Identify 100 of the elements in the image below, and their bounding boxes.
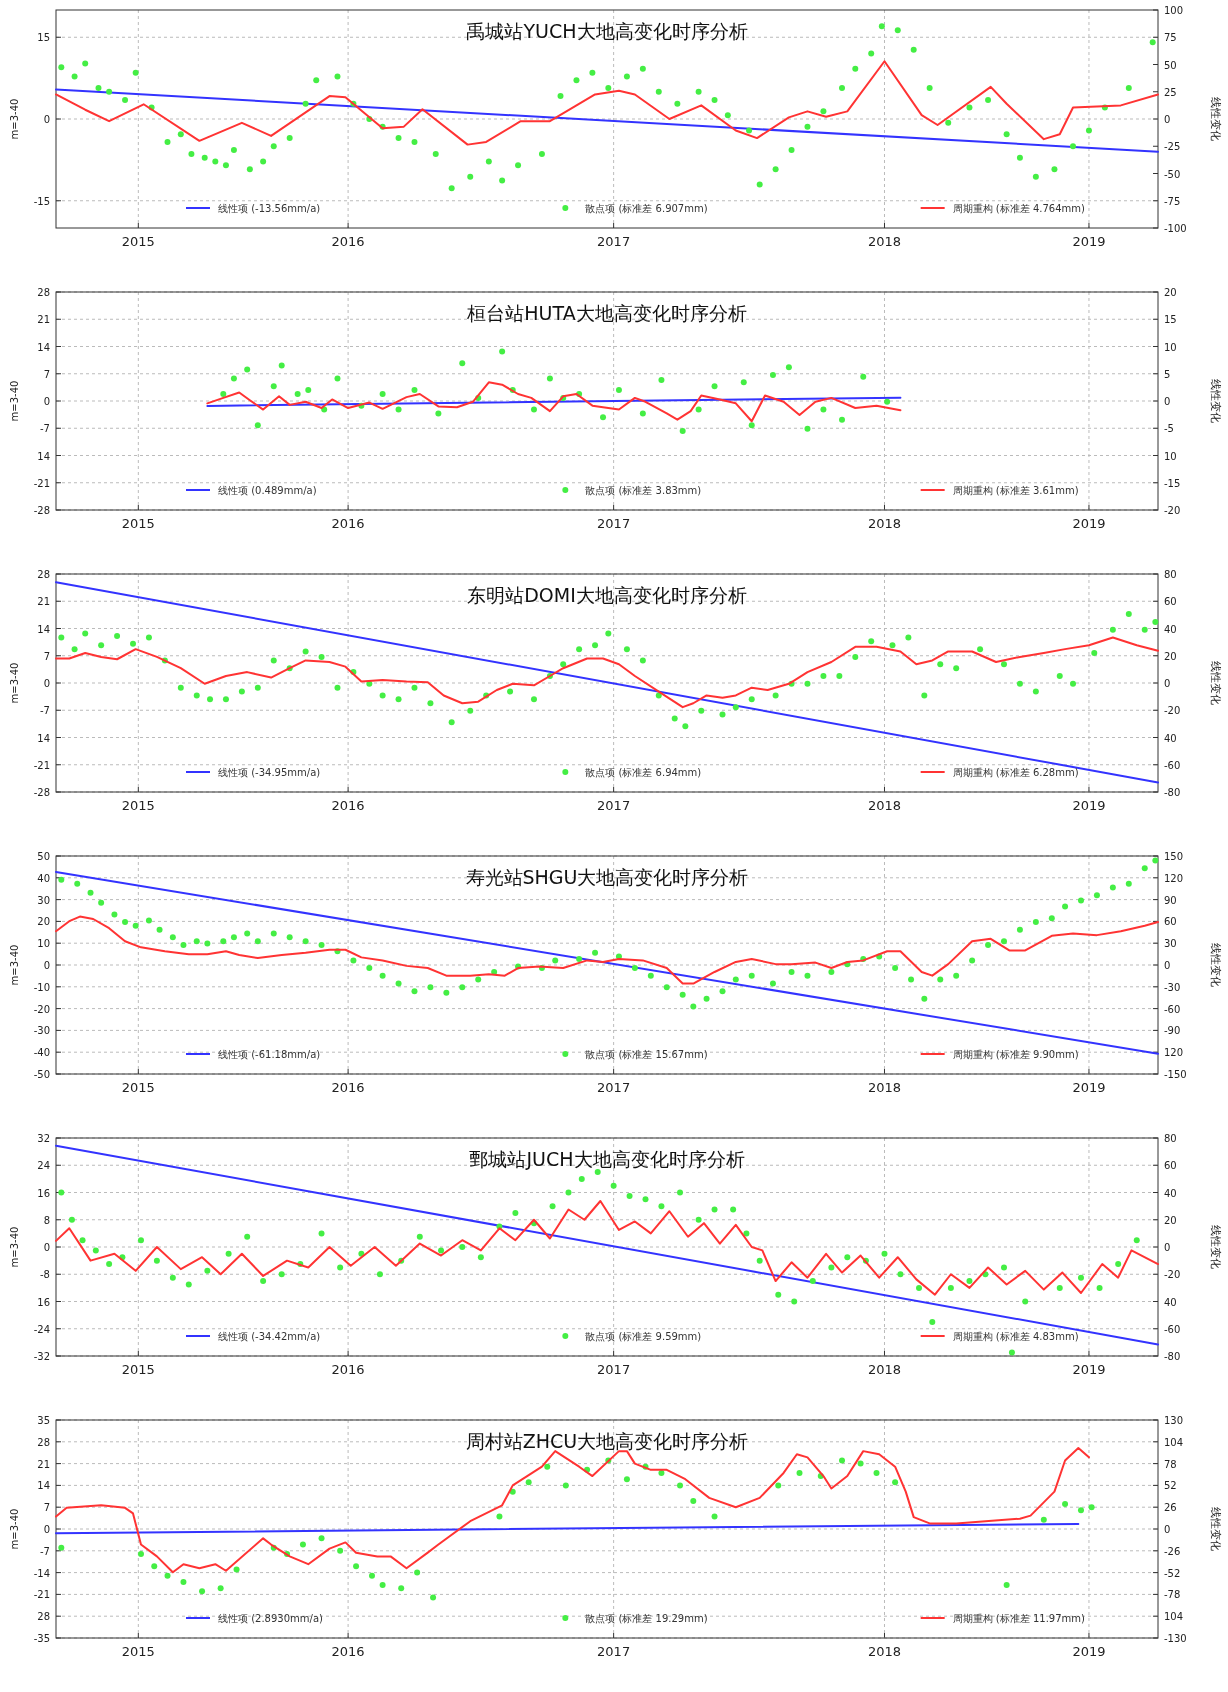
y-tick-label: -35 — [33, 1633, 50, 1644]
y-tick-label: 10 — [37, 938, 50, 950]
point — [58, 1544, 65, 1551]
point — [414, 1569, 421, 1576]
y2-tick-label: -20 — [1164, 705, 1181, 717]
text: 鄄城站JUCH大地高变化时序分析 — [469, 1148, 745, 1170]
y-tick-label: 21 — [37, 596, 50, 608]
y-tick-label: 7 — [43, 1502, 50, 1514]
point — [459, 360, 466, 367]
y-tick-label: 24 — [37, 1160, 50, 1172]
point — [785, 364, 792, 371]
y-tick-label: -28 — [33, 505, 50, 516]
x-tick-label: 2018 — [867, 1644, 902, 1659]
x-tick-label: 2015 — [121, 1362, 155, 1377]
point — [398, 1585, 405, 1592]
legend-label: 散点项 (标准差 3.83mm) — [585, 485, 702, 496]
y-tick-label: 14 — [37, 1480, 50, 1492]
x-tick-label: 2017 — [597, 798, 631, 813]
point — [337, 1547, 344, 1554]
y-tick-label: -20 — [33, 1003, 50, 1015]
y2-tick-label: -30 — [1164, 981, 1181, 993]
y-tick-label: 14 — [37, 623, 50, 635]
x-tick-label: 2017 — [597, 1644, 631, 1659]
y2-tick-label: -26 — [1164, 1545, 1181, 1557]
x-tick-label: 2015 — [121, 234, 155, 249]
y2-tick-label: 120 — [1164, 1047, 1184, 1059]
line-series — [55, 915, 1159, 985]
point — [873, 1469, 880, 1476]
x-tick-label: 2017 — [597, 1362, 631, 1377]
point — [217, 1585, 224, 1592]
y2-tick-label: -80 — [1164, 787, 1181, 798]
y-axis-title: m=3-40 — [9, 98, 20, 140]
line-series — [55, 1200, 1159, 1296]
x-tick-label: 2018 — [867, 234, 902, 249]
legend-label: 线性项 (-34.95mm/a) — [218, 767, 321, 778]
point — [318, 1535, 325, 1542]
point — [233, 1566, 240, 1573]
y-tick-label: 30 — [37, 894, 50, 906]
y2-tick-label: 0 — [1164, 960, 1171, 971]
x-tick-label: 2018 — [867, 798, 902, 813]
y-tick-label: 0 — [43, 1524, 50, 1535]
x-tick-label: 2017 — [597, 1080, 631, 1095]
y2-tick-label: 26 — [1164, 1502, 1177, 1514]
point — [305, 387, 312, 394]
point — [164, 1572, 171, 1579]
point — [530, 406, 537, 413]
point — [639, 410, 646, 417]
y2-tick-label: -60 — [1164, 1003, 1181, 1015]
legend-label: 散点项 (标准差 9.59mm) — [585, 1331, 702, 1342]
point — [299, 1541, 306, 1548]
point — [430, 1594, 437, 1601]
y2-tick-label: 150 — [1164, 851, 1184, 862]
text: 东明站DOMI大地高变化时序分析 — [467, 584, 747, 606]
x-tick-label: 2017 — [597, 516, 631, 531]
y2-tick-label: 50 — [1164, 59, 1177, 71]
y2-tick-label: -15 — [1164, 477, 1181, 489]
point — [230, 375, 237, 382]
x-tick-label: 2018 — [867, 516, 902, 531]
x-tick-label: 2019 — [1072, 798, 1106, 813]
point — [857, 1460, 864, 1467]
x-tick-label: 2019 — [1072, 1080, 1106, 1095]
y-tick-label: 8 — [43, 1214, 50, 1226]
y2-tick-label: 30 — [1164, 938, 1177, 950]
point — [615, 387, 622, 394]
y-tick-label: -21 — [33, 477, 50, 489]
legend-label: 散点项 (标准差 6.94mm) — [585, 767, 702, 778]
point — [1062, 1501, 1069, 1508]
point — [334, 375, 341, 382]
legend-label: 线性项 (-61.18mm/a) — [218, 1049, 321, 1060]
y2-axis-title: 线性变化 — [1209, 97, 1222, 141]
y-tick-label: 14 — [37, 450, 50, 462]
point — [180, 1578, 187, 1585]
y2-tick-label: 10 — [1164, 450, 1177, 462]
y-tick-label: -24 — [33, 1323, 50, 1335]
point — [740, 379, 747, 386]
y-axis-title: m=3-40 — [9, 944, 20, 986]
y2-tick-label: 40 — [1164, 1187, 1177, 1199]
point — [769, 371, 776, 378]
point — [321, 406, 328, 413]
point — [1003, 1582, 1010, 1589]
point — [244, 366, 251, 373]
x-tick-label: 2015 — [121, 516, 155, 531]
y2-tick-label: -52 — [1164, 1567, 1181, 1579]
point — [509, 1488, 516, 1495]
y-tick-label: 16 — [37, 1296, 50, 1308]
y2-tick-label: 120 — [1164, 872, 1184, 884]
y2-tick-label: 20 — [1164, 650, 1177, 662]
y-axis-title: m=3-40 — [9, 1226, 20, 1268]
legend-label: 散点项 (标准差 19.29mm) — [585, 1613, 708, 1624]
point — [748, 422, 755, 429]
x-tick-label: 2016 — [331, 798, 365, 813]
legend-label: 周期重构 (标准差 6.28mm) — [952, 767, 1079, 778]
point — [679, 427, 686, 434]
y-tick-label: -30 — [33, 1025, 50, 1037]
point — [353, 1563, 360, 1570]
y2-tick-label: 100 — [1164, 5, 1184, 16]
y2-tick-label: 0 — [1164, 114, 1171, 125]
y-tick-label: 28 — [37, 1611, 50, 1623]
y-tick-label: 14 — [37, 341, 50, 353]
legend-label: 散点项 (标准差 15.67mm) — [585, 1049, 708, 1060]
